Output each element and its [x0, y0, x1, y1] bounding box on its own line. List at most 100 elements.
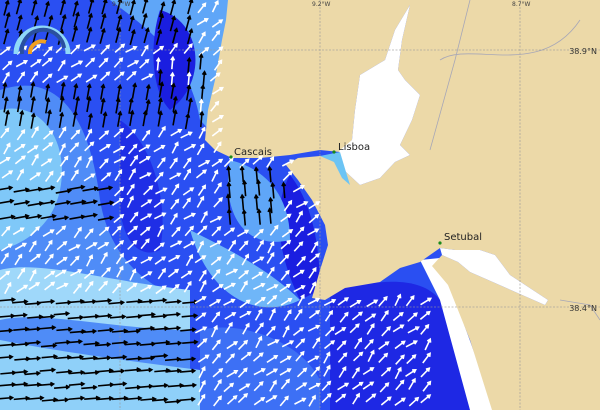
wave-direction-arrow-icon	[223, 282, 236, 290]
wave-direction-arrow-icon	[115, 0, 123, 15]
wave-direction-arrow-icon	[126, 395, 143, 401]
wave-direction-arrow-icon	[213, 378, 222, 391]
wave-direction-arrow-icon	[114, 43, 126, 53]
wave-direction-arrow-icon	[187, 97, 193, 114]
wave-direction-arrow-icon	[269, 224, 279, 236]
wave-direction-arrow-icon	[127, 143, 138, 155]
wave-direction-arrow-icon	[113, 127, 125, 138]
wave-direction-arrow-icon	[186, 71, 192, 86]
wave-direction-arrow-icon	[378, 352, 389, 363]
lon-label: 9.2°W	[312, 1, 331, 8]
wave-direction-arrow-icon	[3, 0, 10, 16]
place-lisboa[interactable]: Lisboa	[332, 142, 370, 154]
wave-direction-arrow-icon	[157, 110, 163, 127]
wave-direction-arrow-icon	[56, 326, 73, 332]
wave-direction-arrow-icon	[184, 112, 191, 130]
wave-direction-arrow-icon	[11, 381, 29, 387]
wave-direction-arrow-icon	[29, 225, 40, 237]
wave-direction-arrow-icon	[98, 57, 109, 68]
wave-direction-arrow-icon	[308, 310, 321, 319]
wave-direction-arrow-icon	[95, 298, 113, 304]
wave-direction-arrow-icon	[394, 293, 402, 307]
wave-direction-arrow-icon	[11, 312, 28, 318]
wave-direction-arrow-icon	[199, 279, 207, 293]
wave-direction-arrow-icon	[323, 340, 336, 350]
wave-direction-arrow-icon	[238, 383, 251, 392]
wave-direction-arrow-icon	[157, 267, 166, 280]
wave-direction-arrow-icon	[380, 309, 389, 322]
wave-direction-arrow-icon	[110, 354, 128, 360]
wave-direction-arrow-icon	[224, 312, 237, 320]
wave-direction-arrow-icon	[97, 395, 114, 401]
wave-direction-arrow-icon	[99, 27, 106, 44]
wave-direction-arrow-icon	[226, 181, 232, 199]
wave-direction-arrow-icon	[0, 185, 14, 191]
wave-direction-arrow-icon	[351, 366, 360, 379]
wave-direction-arrow-icon	[108, 368, 126, 374]
wave-direction-arrow-icon	[46, 109, 52, 126]
wave-direction-arrow-icon	[334, 327, 347, 336]
wave-direction-arrow-icon	[156, 224, 164, 238]
wave-direction-arrow-icon	[226, 369, 239, 378]
wave-direction-arrow-icon	[211, 352, 222, 364]
wave-direction-arrow-icon	[198, 31, 206, 44]
wave-direction-arrow-icon	[54, 384, 71, 390]
wave-direction-arrow-icon	[211, 29, 221, 42]
wave-direction-arrow-icon	[0, 354, 14, 360]
wave-direction-arrow-icon	[195, 312, 207, 322]
wave-direction-arrow-icon	[113, 213, 125, 224]
wave-direction-arrow-icon	[394, 397, 406, 406]
wave-direction-arrow-icon	[128, 15, 135, 32]
logo-icon	[13, 25, 71, 55]
wave-direction-arrow-icon	[420, 367, 431, 378]
wave-direction-arrow-icon	[67, 354, 85, 360]
wave-direction-arrow-icon	[253, 381, 264, 392]
wave-direction-arrow-icon	[349, 300, 362, 308]
wave-direction-arrow-icon	[181, 313, 199, 319]
wave-direction-arrow-icon	[213, 197, 223, 208]
wave-direction-arrow-icon	[42, 142, 54, 152]
wave-direction-arrow-icon	[86, 83, 92, 100]
wave-direction-arrow-icon	[158, 81, 165, 98]
graticule-labels: 9.7°W 9.2°W 8.7°W 38.9°N 38.4°N	[112, 1, 597, 313]
wave-direction-arrow-icon	[213, 181, 222, 194]
wave-direction-arrow-icon	[211, 19, 224, 28]
wave-direction-arrow-icon	[378, 341, 390, 350]
wave-direction-arrow-icon	[43, 130, 54, 140]
wave-direction-arrow-icon	[239, 193, 245, 211]
wave-direction-arrow-icon	[283, 199, 293, 212]
wave-direction-arrow-icon	[198, 379, 206, 393]
wave-direction-arrow-icon	[113, 71, 125, 81]
wave-direction-arrow-icon	[212, 284, 224, 293]
place-cascais[interactable]: Cascais	[229, 147, 272, 159]
wave-direction-arrow-icon	[43, 45, 53, 57]
wave-direction-arrow-icon	[87, 0, 95, 14]
wave-direction-arrow-icon	[270, 181, 276, 199]
wave-direction-arrow-icon	[408, 396, 420, 407]
wave-direction-arrow-icon	[405, 294, 415, 307]
wave-direction-arrow-icon	[392, 324, 405, 333]
wave-direction-arrow-icon	[170, 128, 183, 137]
wave-direction-arrow-icon	[198, 98, 204, 112]
wave-direction-arrow-icon	[52, 397, 70, 403]
wave-direction-arrow-icon	[353, 351, 364, 362]
place-setubal[interactable]: Setubal	[438, 232, 482, 245]
wave-direction-arrow-icon	[129, 268, 137, 281]
wave-direction-arrow-icon	[308, 266, 317, 279]
wave-direction-arrow-icon	[209, 299, 222, 307]
wave-direction-arrow-icon	[44, 281, 56, 291]
wave-direction-arrow-icon	[199, 110, 205, 128]
wave-direction-arrow-icon	[124, 256, 138, 264]
lon-label: 9.7°W	[112, 1, 131, 8]
wave-direction-arrow-icon	[172, 95, 178, 113]
wave-direction-arrow-icon	[52, 215, 70, 221]
wave-direction-arrow-icon	[145, 83, 151, 101]
wave-direction-arrow-icon	[72, 110, 78, 127]
wave-direction-arrow-icon	[0, 270, 11, 280]
wave-direction-arrow-icon	[139, 312, 156, 318]
wave-direction-arrow-icon	[98, 130, 110, 140]
wave-direction-arrow-icon	[112, 145, 126, 154]
wave-direction-arrow-icon	[241, 253, 250, 266]
wave-direction-arrow-icon	[124, 341, 142, 347]
